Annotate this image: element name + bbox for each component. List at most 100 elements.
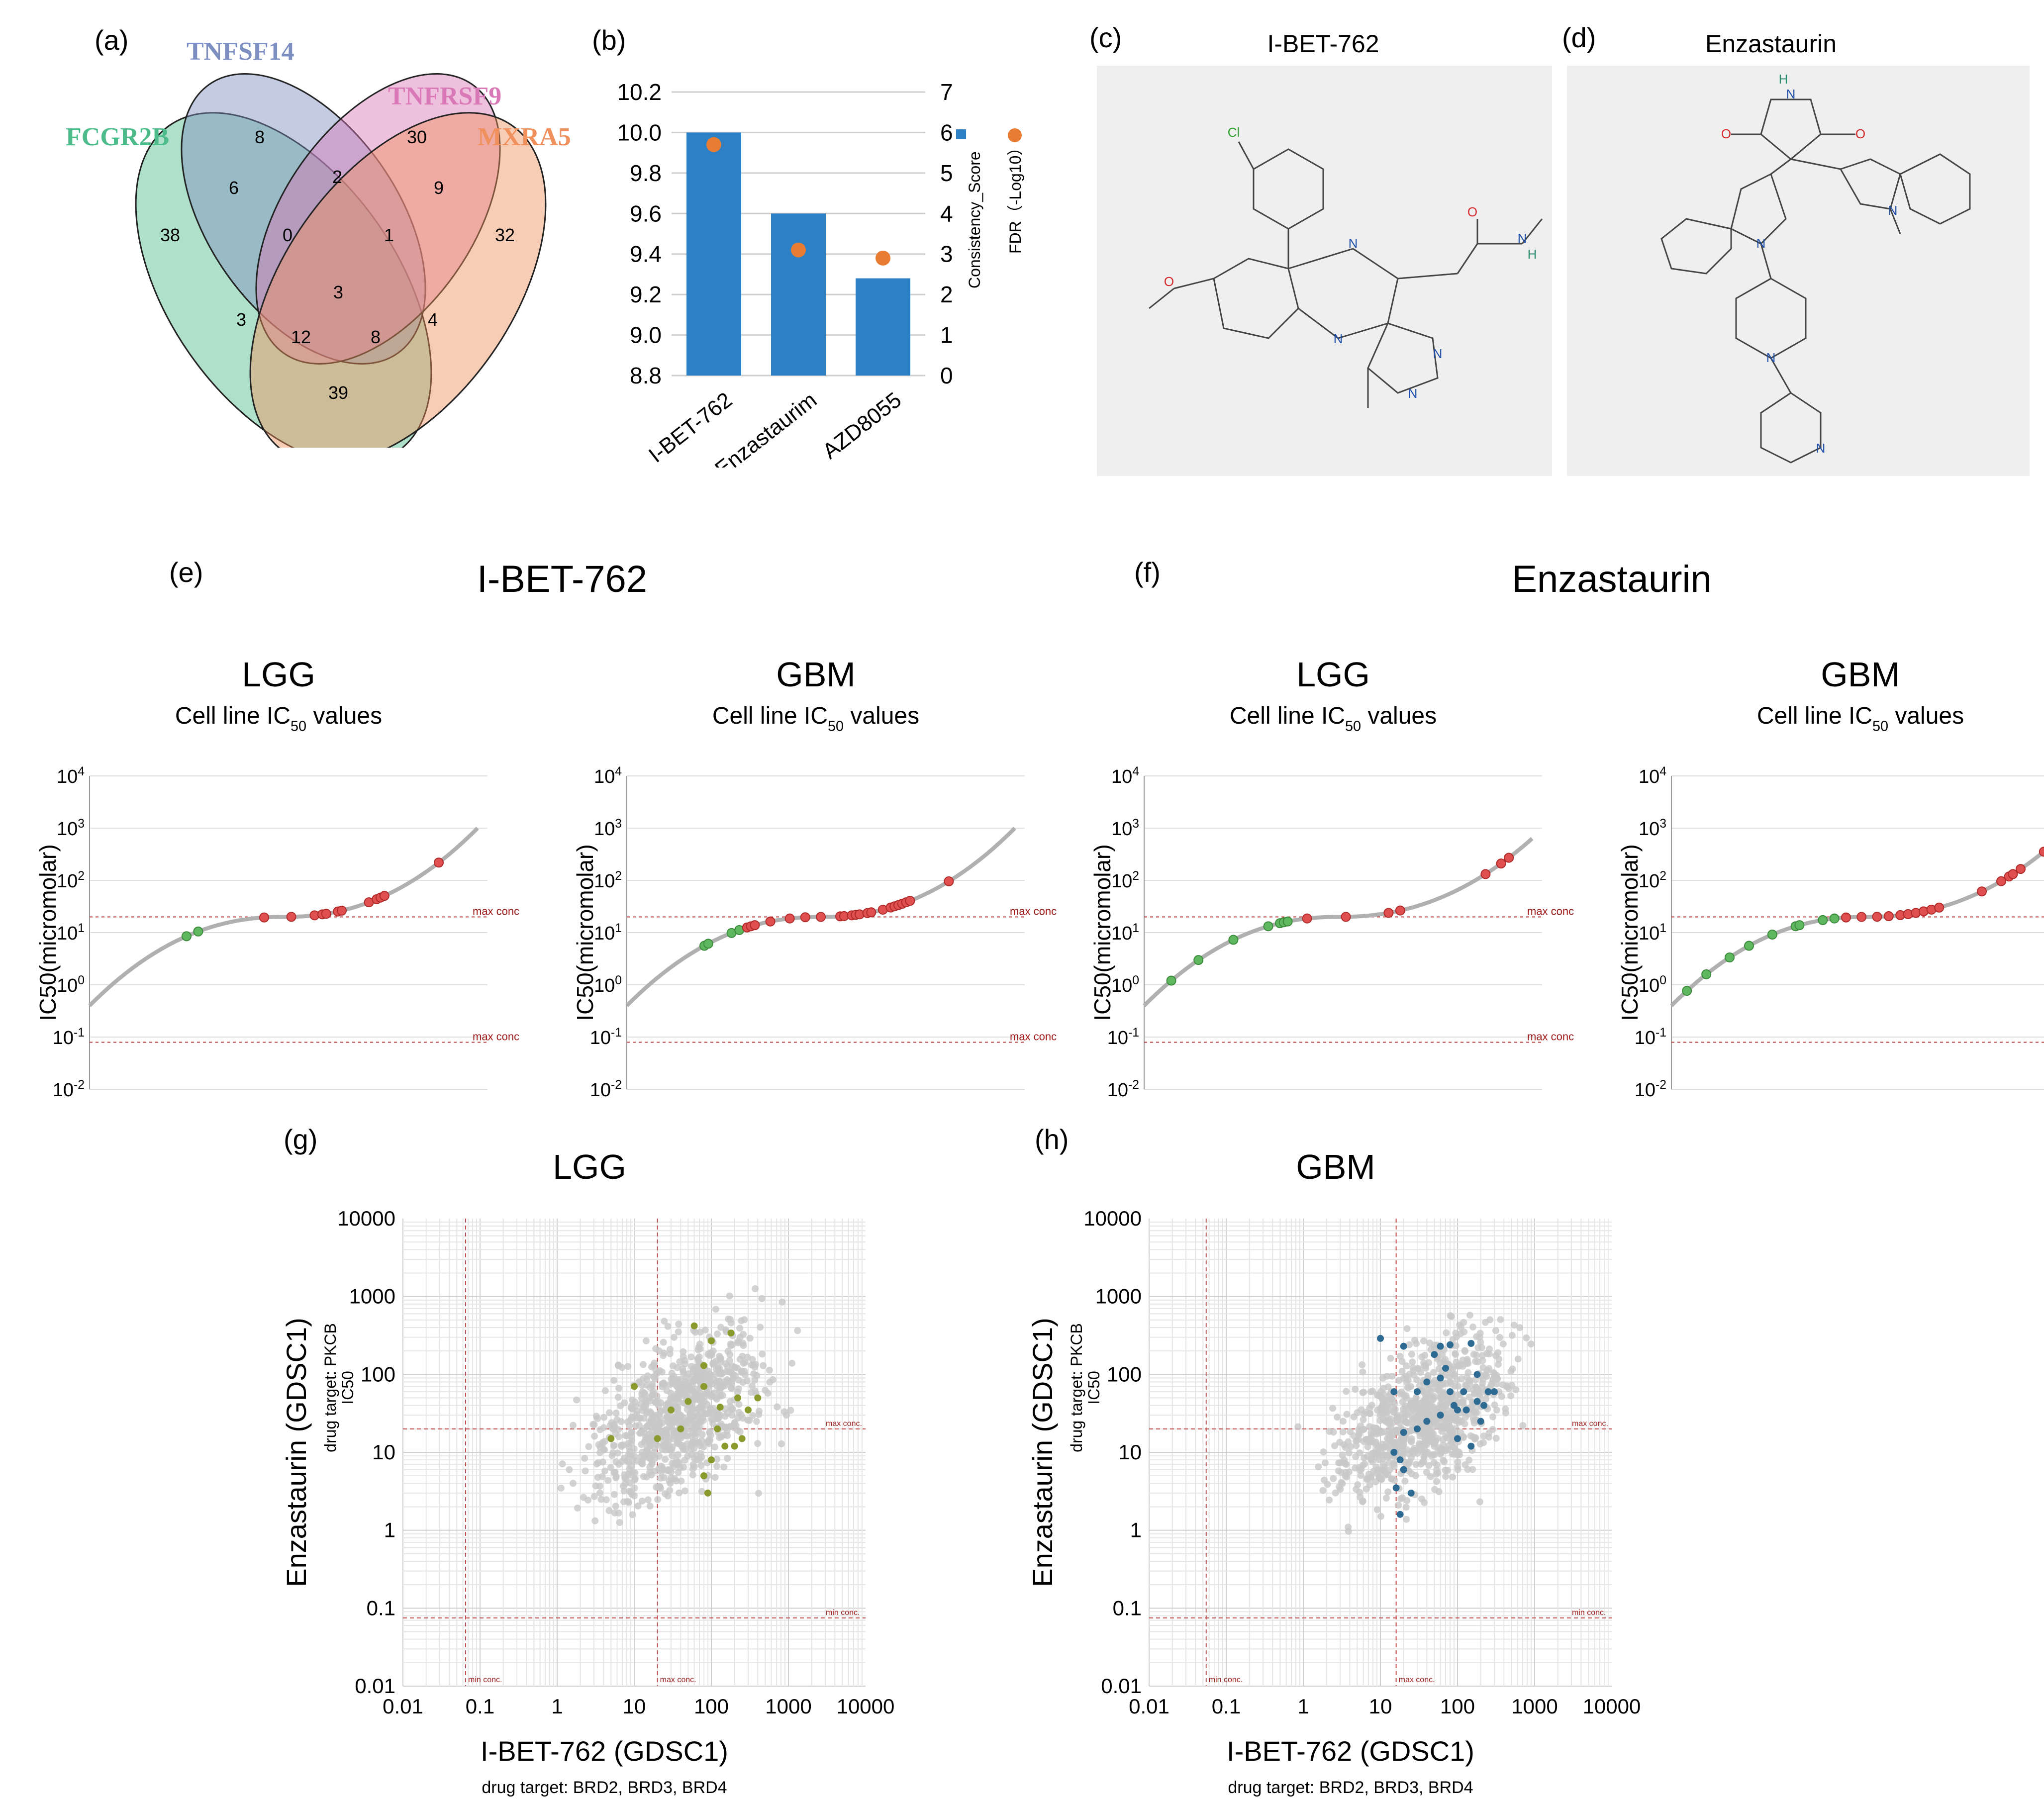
ic50-resistant-point <box>1996 876 2006 886</box>
scatter-background-point <box>674 1406 681 1413</box>
scatter-background-point <box>1383 1453 1391 1461</box>
scatter-background-point <box>1384 1383 1392 1391</box>
scatter-background-point <box>751 1387 759 1395</box>
scatter-background-point <box>707 1390 715 1398</box>
scatter-background-point <box>660 1474 668 1481</box>
ic50-plot-lgg: LGG Cell line IC50 values 10-2 10-1 100 101 10… <box>35 655 519 1101</box>
scatter-background-point <box>680 1348 687 1355</box>
ic50-sensitive-point <box>1829 913 1840 924</box>
scatter-background-point <box>707 1378 714 1386</box>
scatter-ysublabel: drug target: PKCB <box>321 1323 339 1452</box>
venn-label-tnfsf14: TNFSF14 <box>187 37 294 66</box>
scatter-background-point <box>698 1431 706 1438</box>
scatter-background-point <box>1359 1361 1366 1368</box>
scatter-background-point <box>584 1496 592 1504</box>
venn-count: 6 <box>229 178 239 198</box>
scatter-background-point <box>1372 1463 1380 1471</box>
scatter-background-point <box>621 1399 628 1407</box>
scatter-background-point <box>1443 1380 1450 1387</box>
scatter-highlight-point <box>684 1398 692 1405</box>
scatter-background-point <box>1386 1466 1393 1474</box>
scatter-highlight-point <box>700 1362 707 1369</box>
scatter-background-point <box>1407 1437 1415 1445</box>
bar-category-label: AZD8055 <box>818 387 906 464</box>
scatter-background-point <box>675 1321 682 1328</box>
scatter-background-point <box>667 1381 674 1388</box>
scatter-ytick: 100 <box>1107 1362 1142 1386</box>
scatter-background-point <box>684 1392 691 1400</box>
scatter-background-point <box>573 1396 581 1404</box>
panel-label-g: (g) <box>284 1124 317 1155</box>
scatter-background-point <box>1403 1325 1411 1332</box>
ic50-plot-title: LGG <box>242 655 315 694</box>
ic50-ytick: 100 <box>1639 974 1666 996</box>
scatter-background-point <box>1420 1458 1427 1466</box>
scatter-background-point <box>1319 1487 1327 1494</box>
scatter-highlight-point <box>1454 1435 1461 1442</box>
scatter-background-point <box>1399 1445 1407 1453</box>
scatter-background-point <box>601 1467 608 1475</box>
molecule-panel-d: (d) Enzastaurin O N H O N N N <box>1562 10 2035 477</box>
scatter-background-point <box>1366 1423 1373 1430</box>
scatter-background-point <box>1395 1377 1403 1384</box>
scatter-ytick: 0.1 <box>1113 1596 1142 1619</box>
scatter-background-point <box>749 1356 756 1363</box>
ic50-ytick: 103 <box>57 817 85 840</box>
ic50-sensitive-point <box>1725 952 1735 962</box>
scatter-background-point <box>610 1377 618 1384</box>
scatter-background-point <box>1457 1324 1464 1331</box>
scatter-highlight-point <box>667 1406 675 1414</box>
scatter-background-point <box>1361 1454 1368 1462</box>
scatter-background-point <box>696 1411 704 1419</box>
atom-cl: Cl <box>1228 125 1240 140</box>
scatter-background-point <box>1389 1428 1397 1436</box>
scatter-background-point <box>1411 1414 1419 1422</box>
scatter-background-point <box>723 1376 731 1383</box>
venn-count: 12 <box>291 327 311 347</box>
ic50-resistant-point <box>1977 886 1987 897</box>
scatter-title: GBM <box>1296 1147 1375 1186</box>
scatter-background-point <box>1469 1466 1476 1473</box>
scatter-background-point <box>1391 1406 1399 1413</box>
scatter-background-point <box>592 1413 600 1420</box>
ic50-plot-subtitle: Cell line IC50 values <box>712 703 919 734</box>
scatter-highlight-point <box>1477 1418 1484 1425</box>
scatter-background-point <box>1326 1496 1333 1504</box>
scatter-background-point <box>1449 1473 1457 1481</box>
scatter-background-point <box>680 1463 687 1471</box>
ic50-ytick: 10-1 <box>1107 1026 1139 1048</box>
scatter-background-point <box>667 1346 674 1353</box>
scatter-background-point <box>1488 1381 1495 1388</box>
scatter-background-point <box>1372 1441 1380 1449</box>
scatter-background-point <box>1345 1449 1353 1456</box>
scatter-background-point <box>1510 1322 1518 1329</box>
scatter-background-point <box>720 1463 728 1471</box>
scatter-background-point <box>1386 1399 1394 1407</box>
scatter-background-point <box>736 1325 744 1332</box>
scatter-background-point <box>1420 1453 1428 1461</box>
consistency-bar-chart: (b) 8.89.09.29.49.69.810.010.201234567I-… <box>592 24 1024 481</box>
scatter-background-point <box>1421 1499 1428 1507</box>
scatter-highlight-point <box>1392 1484 1400 1492</box>
scatter-xtick: 0.1 <box>466 1695 494 1718</box>
scatter-background-point <box>1503 1383 1511 1391</box>
atom-n: N <box>1349 236 1358 251</box>
ic50-sensitive-point <box>1282 916 1293 927</box>
scatter-background-point <box>1368 1402 1375 1409</box>
scatter-background-point <box>690 1375 698 1383</box>
scatter-background-point <box>1401 1412 1408 1420</box>
scatter-background-point <box>717 1324 725 1331</box>
scatter-background-point <box>766 1378 774 1386</box>
scatter-highlight-point <box>734 1394 742 1402</box>
scatter-background-point <box>1425 1392 1433 1400</box>
ic50-plot-subtitle: Cell line IC50 values <box>175 703 382 734</box>
scatter-xtick: 1 <box>1297 1695 1309 1718</box>
scatter-background-point <box>664 1323 672 1330</box>
ic50-ytick: 10-1 <box>53 1026 85 1048</box>
atom-n: N <box>1756 236 1766 251</box>
scatter-highlight-point <box>1423 1418 1431 1425</box>
ic50-resistant-point <box>1504 853 1514 863</box>
scatter-background-point <box>1523 1334 1530 1341</box>
ic50-ylabel: IC50(micromolar) <box>1617 844 1643 1021</box>
venn-set-tnfrsf9 <box>255 73 501 365</box>
